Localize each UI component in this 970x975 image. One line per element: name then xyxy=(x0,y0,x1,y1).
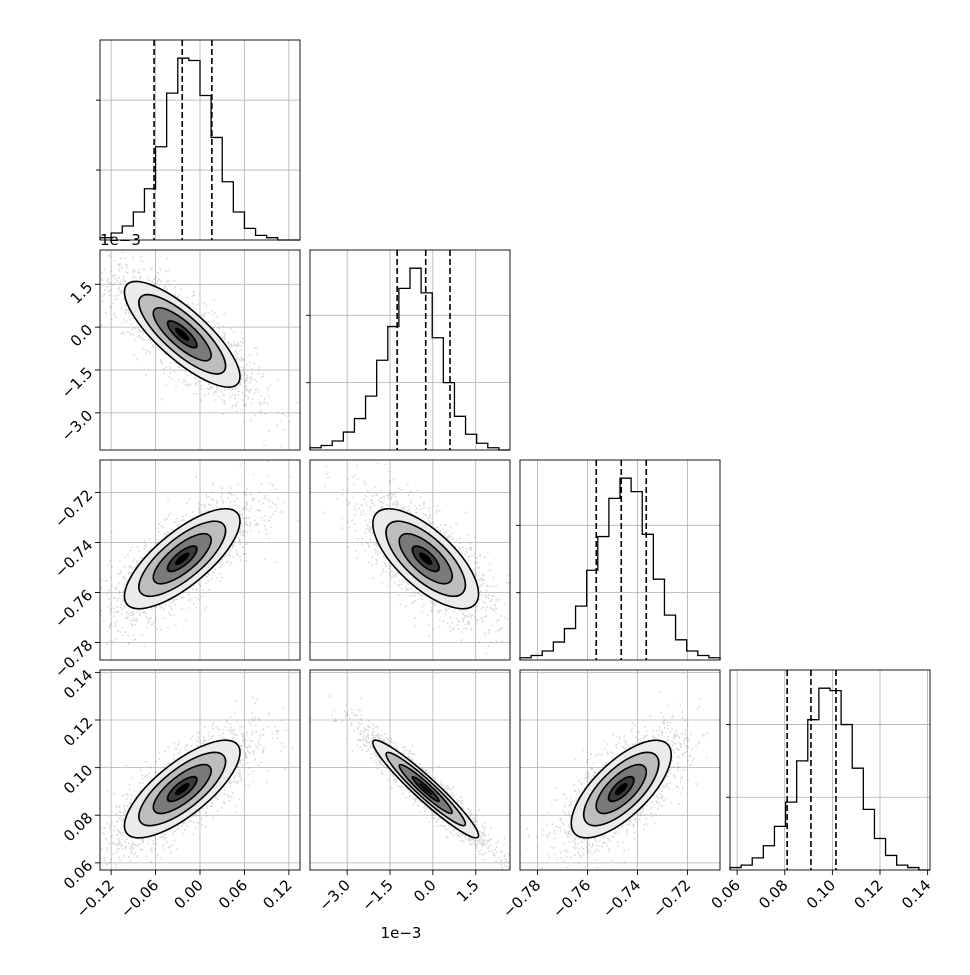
ytick-label-2-2: −0.74 xyxy=(51,536,96,581)
density-fill-3-2-4 xyxy=(615,782,628,796)
contour-3-2-3 xyxy=(607,776,635,803)
y-offset-label-1: 1e−3 xyxy=(100,231,141,249)
contour-1-0-2 xyxy=(152,307,212,362)
contour-1-0-0 xyxy=(123,280,241,388)
contour-3-1-3 xyxy=(411,776,440,803)
panel-3-2 xyxy=(525,691,709,870)
ytick-label-1-0: −3.0 xyxy=(58,406,96,444)
xtick-label-3-3: 0.12 xyxy=(850,876,886,912)
panel-frame-2-0 xyxy=(99,459,301,661)
contour-2-1-0 xyxy=(372,507,480,610)
panel-frame-2-2 xyxy=(519,459,721,661)
contour-2-1-3 xyxy=(411,545,440,573)
panel-frame-2-1 xyxy=(309,459,511,661)
contour-2-0-3 xyxy=(166,545,198,573)
contour-3-2-0 xyxy=(570,739,673,839)
contour-2-1-1 xyxy=(385,520,467,598)
density-fill-2-0-4 xyxy=(175,552,190,566)
xtick-label-3-1: 0.08 xyxy=(755,876,791,912)
density-fill-3-0-4 xyxy=(175,782,190,796)
xtick-label-3-4: 0.14 xyxy=(898,876,934,912)
xtick-label-3-0: 0.06 xyxy=(708,876,744,912)
panel-frame-1-1 xyxy=(309,249,511,451)
xtick-label-2-0: −0.78 xyxy=(499,876,544,921)
panel-frame-0-0 xyxy=(99,39,301,241)
xtick-label-0-1: −0.06 xyxy=(117,876,162,921)
xtick-label-0-4: 0.12 xyxy=(259,876,295,912)
contour-3-1-1 xyxy=(385,751,467,827)
contour-3-2-2 xyxy=(595,763,648,815)
contour-2-0-0 xyxy=(123,507,241,610)
contour-1-0-3 xyxy=(166,320,198,349)
xtick-label-2-1: −0.76 xyxy=(549,876,594,921)
contour-2-0-1 xyxy=(138,520,227,598)
panel-frame-1-0 xyxy=(99,249,301,451)
panel-frame-3-3 xyxy=(729,669,931,871)
panel-frame-3-2 xyxy=(519,669,721,871)
hist-step-2 xyxy=(519,477,721,660)
xtick-label-3-2: 0.10 xyxy=(803,876,839,912)
contour-1-0-1 xyxy=(138,293,227,375)
panel-1-0 xyxy=(100,250,298,448)
panel-3-0 xyxy=(100,696,294,870)
contour-3-0-3 xyxy=(166,776,198,803)
ytick-label-2-3: −0.72 xyxy=(51,486,96,531)
panel-frame-3-1 xyxy=(309,669,511,871)
ytick-label-1-2: 0.0 xyxy=(67,321,97,351)
contour-3-0-1 xyxy=(138,751,227,827)
ytick-label-1-3: 1.5 xyxy=(67,278,97,308)
x-offset-label-1: 1e−3 xyxy=(381,924,422,942)
xtick-label-1-0: −3.0 xyxy=(315,876,353,914)
contour-3-2-1 xyxy=(582,751,660,827)
contour-3-1-0 xyxy=(372,739,480,839)
panel-2-0 xyxy=(100,460,299,648)
xtick-label-1-2: 0.0 xyxy=(410,876,440,906)
contour-3-0-0 xyxy=(123,739,241,839)
hist-step-3 xyxy=(729,687,930,871)
ytick-label-1-1: −1.5 xyxy=(58,364,96,402)
panel-3-1 xyxy=(328,695,510,870)
contour-2-0-2 xyxy=(152,532,212,585)
xtick-label-2-3: −0.72 xyxy=(649,876,694,921)
xtick-label-0-2: 0.00 xyxy=(170,876,206,912)
ytick-label-3-1: 0.08 xyxy=(60,809,96,845)
ytick-label-3-0: 0.06 xyxy=(60,856,96,892)
ytick-label-2-1: −0.76 xyxy=(51,586,96,631)
scatter-points-3-2 xyxy=(525,691,709,870)
contour-2-1-2 xyxy=(398,532,453,585)
hist-step-1 xyxy=(309,267,510,451)
panel-2-1 xyxy=(322,462,510,659)
ytick-label-3-2: 0.10 xyxy=(60,761,96,797)
density-fill-1-0-4 xyxy=(175,327,190,341)
contour-3-1-2 xyxy=(398,763,453,815)
xtick-label-1-3: 1.5 xyxy=(453,876,483,906)
xtick-label-1-1: −1.5 xyxy=(358,876,396,914)
density-fill-2-1-4 xyxy=(419,552,433,565)
xtick-label-2-2: −0.74 xyxy=(599,876,644,921)
density-fill-3-1-4 xyxy=(419,782,433,796)
hist-step-0 xyxy=(99,57,300,241)
ytick-label-3-3: 0.12 xyxy=(60,714,96,750)
xtick-label-0-3: 0.06 xyxy=(215,876,251,912)
contour-3-0-2 xyxy=(152,763,212,815)
